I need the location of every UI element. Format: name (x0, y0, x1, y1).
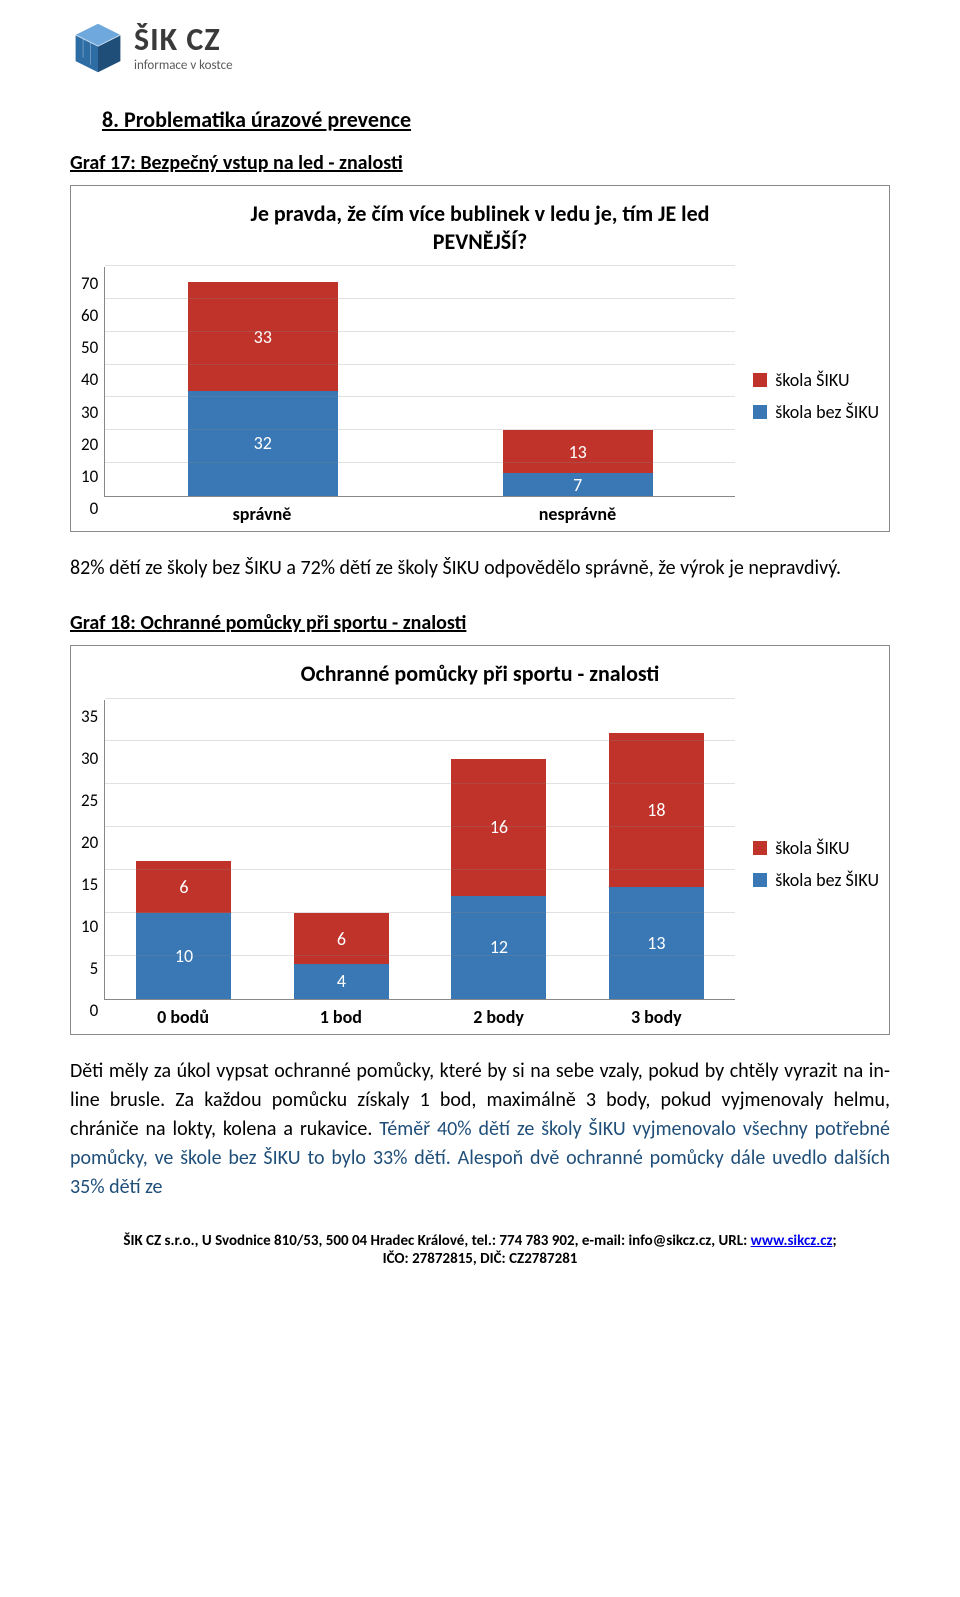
c17-gridline (105, 298, 735, 299)
c18-bar: 1612 (451, 759, 546, 999)
chart17-plot: 3332 137 (104, 267, 735, 497)
legend-swatch-icon (753, 405, 767, 419)
page-footer: ŠIK CZ s.r.o., U Svodnice 810/53, 500 04… (70, 1232, 890, 1268)
chart17-heading: Graf 17: Bezpečný vstup na led - znalost… (70, 151, 890, 175)
legend-label: škola ŠIKU (775, 837, 849, 859)
page-header: ŠIK CZ informace v kostce (70, 20, 890, 76)
chart18-x-axis: 0 bodů 1 bod 2 body 3 body (104, 1006, 735, 1028)
chart18-title: Ochranné pomůcky při sportu - znalosti (81, 660, 879, 688)
legend-label: škola ŠIKU (775, 369, 849, 391)
c17-ytick: 60 (81, 307, 98, 324)
c18-bar: 1813 (609, 733, 704, 999)
c18-xcat: 1 bod (293, 1006, 388, 1028)
para18: Děti měly za úkol vypsat ochranné pomůck… (70, 1057, 890, 1202)
c17-xcat: správně (187, 503, 337, 525)
c18-ytick: 0 (90, 1002, 99, 1019)
c17-legend-item: škola bez ŠIKU (753, 401, 879, 423)
c18-gridline (105, 869, 735, 870)
c18-legend-item: škola bez ŠIKU (753, 869, 879, 891)
chart17-body: 0 10 20 30 40 50 60 70 3332 137 správně nesprávně… (81, 267, 879, 525)
chart17-title-line2: PEVNĚJŠÍ? (433, 228, 527, 255)
chart18-bars: 610 64 1612 1813 (105, 700, 735, 999)
c17-ytick: 0 (90, 500, 99, 517)
c17-ytick: 40 (81, 371, 98, 388)
c17-gridline (105, 364, 735, 365)
c17-xcat: nesprávně (502, 503, 652, 525)
c17-bar: 3332 (188, 282, 338, 496)
c18-seg-top: 16 (451, 759, 546, 896)
chart18-box: Ochranné pomůcky při sportu - znalosti 0… (70, 645, 890, 1035)
c17-gridline (105, 462, 735, 463)
c18-xcat: 2 body (451, 1006, 546, 1028)
legend-swatch-icon (753, 373, 767, 387)
chart18-y-axis: 0 5 10 15 20 25 30 35 (81, 708, 104, 1020)
c17-ytick: 30 (81, 404, 98, 421)
chart18-body: 0 5 10 15 20 25 30 35 610 64 1612 1813 0 bodů 1 bod… (81, 700, 879, 1028)
c18-gridline (105, 740, 735, 741)
c18-gridline (105, 783, 735, 784)
c18-gridline (105, 955, 735, 956)
c18-seg-top: 18 (609, 733, 704, 887)
chart18-legend: škola ŠIKU škola bez ŠIKU (753, 837, 879, 891)
c18-ytick: 35 (81, 708, 98, 725)
c18-seg-bottom: 13 (609, 887, 704, 998)
chart17-box: Je pravda, že čím více bublinek v ledu j… (70, 185, 890, 532)
logo-main: ŠIK CZ (134, 24, 233, 56)
footer-line1a: ŠIK CZ s.r.o., U Svodnice 810/53, 500 04… (123, 1232, 750, 1250)
c18-gridline (105, 698, 735, 699)
c17-gridline (105, 331, 735, 332)
c17-ytick: 20 (81, 436, 98, 453)
c18-seg-bottom: 4 (294, 964, 389, 998)
c17-seg-top: 13 (503, 430, 653, 473)
c18-gridline (105, 826, 735, 827)
footer-link[interactable]: www.sikcz.cz (751, 1232, 833, 1250)
c18-xcat: 3 body (609, 1006, 704, 1028)
logo-sub: informace v kostce (134, 58, 233, 73)
chart18-heading: Graf 18: Ochranné pomůcky při sportu - z… (70, 611, 890, 635)
c18-ytick: 5 (90, 960, 99, 977)
footer-line1b: ; (832, 1232, 836, 1250)
legend-label: škola bez ŠIKU (775, 869, 879, 891)
c18-ytick: 10 (81, 918, 98, 935)
section-title: 8. Problematika úrazové prevence (102, 106, 890, 133)
c17-legend-item: škola ŠIKU (753, 369, 879, 391)
c17-gridline (105, 396, 735, 397)
c18-ytick: 25 (81, 792, 98, 809)
c18-ytick: 20 (81, 834, 98, 851)
para17: 82% dětí ze školy bez ŠIKU a 72% dětí ze… (70, 554, 890, 583)
legend-label: škola bez ŠIKU (775, 401, 879, 423)
c17-seg-bottom: 7 (503, 473, 653, 496)
chart17-title-line1: Je pravda, že čím více bublinek v ledu j… (251, 200, 710, 227)
c18-seg-top: 6 (294, 913, 389, 964)
c17-ytick: 10 (81, 468, 98, 485)
chart17-y-axis: 0 10 20 30 40 50 60 70 (81, 275, 104, 517)
footer-line2: IČO: 27872815, DIČ: CZ2787281 (383, 1250, 578, 1268)
legend-swatch-icon (753, 841, 767, 855)
logo-cube-icon (70, 20, 126, 76)
c17-ytick: 50 (81, 339, 98, 356)
c18-xcat: 0 bodů (136, 1006, 231, 1028)
legend-swatch-icon (753, 873, 767, 887)
chart17-legend: škola ŠIKU škola bez ŠIKU (753, 369, 879, 423)
chart17-title: Je pravda, že čím více bublinek v ledu j… (81, 200, 879, 255)
c17-seg-bottom: 32 (188, 391, 338, 496)
c18-ytick: 30 (81, 750, 98, 767)
c18-ytick: 15 (81, 876, 98, 893)
logo-text: ŠIK CZ informace v kostce (134, 24, 233, 73)
c18-legend-item: škola ŠIKU (753, 837, 879, 859)
chart17-x-axis: správně nesprávně (104, 503, 735, 525)
c17-ytick: 70 (81, 275, 98, 292)
c18-bar: 610 (136, 861, 231, 998)
c18-gridline (105, 912, 735, 913)
c17-gridline (105, 265, 735, 266)
chart18-plot: 610 64 1612 1813 (104, 700, 735, 1000)
c17-gridline (105, 429, 735, 430)
